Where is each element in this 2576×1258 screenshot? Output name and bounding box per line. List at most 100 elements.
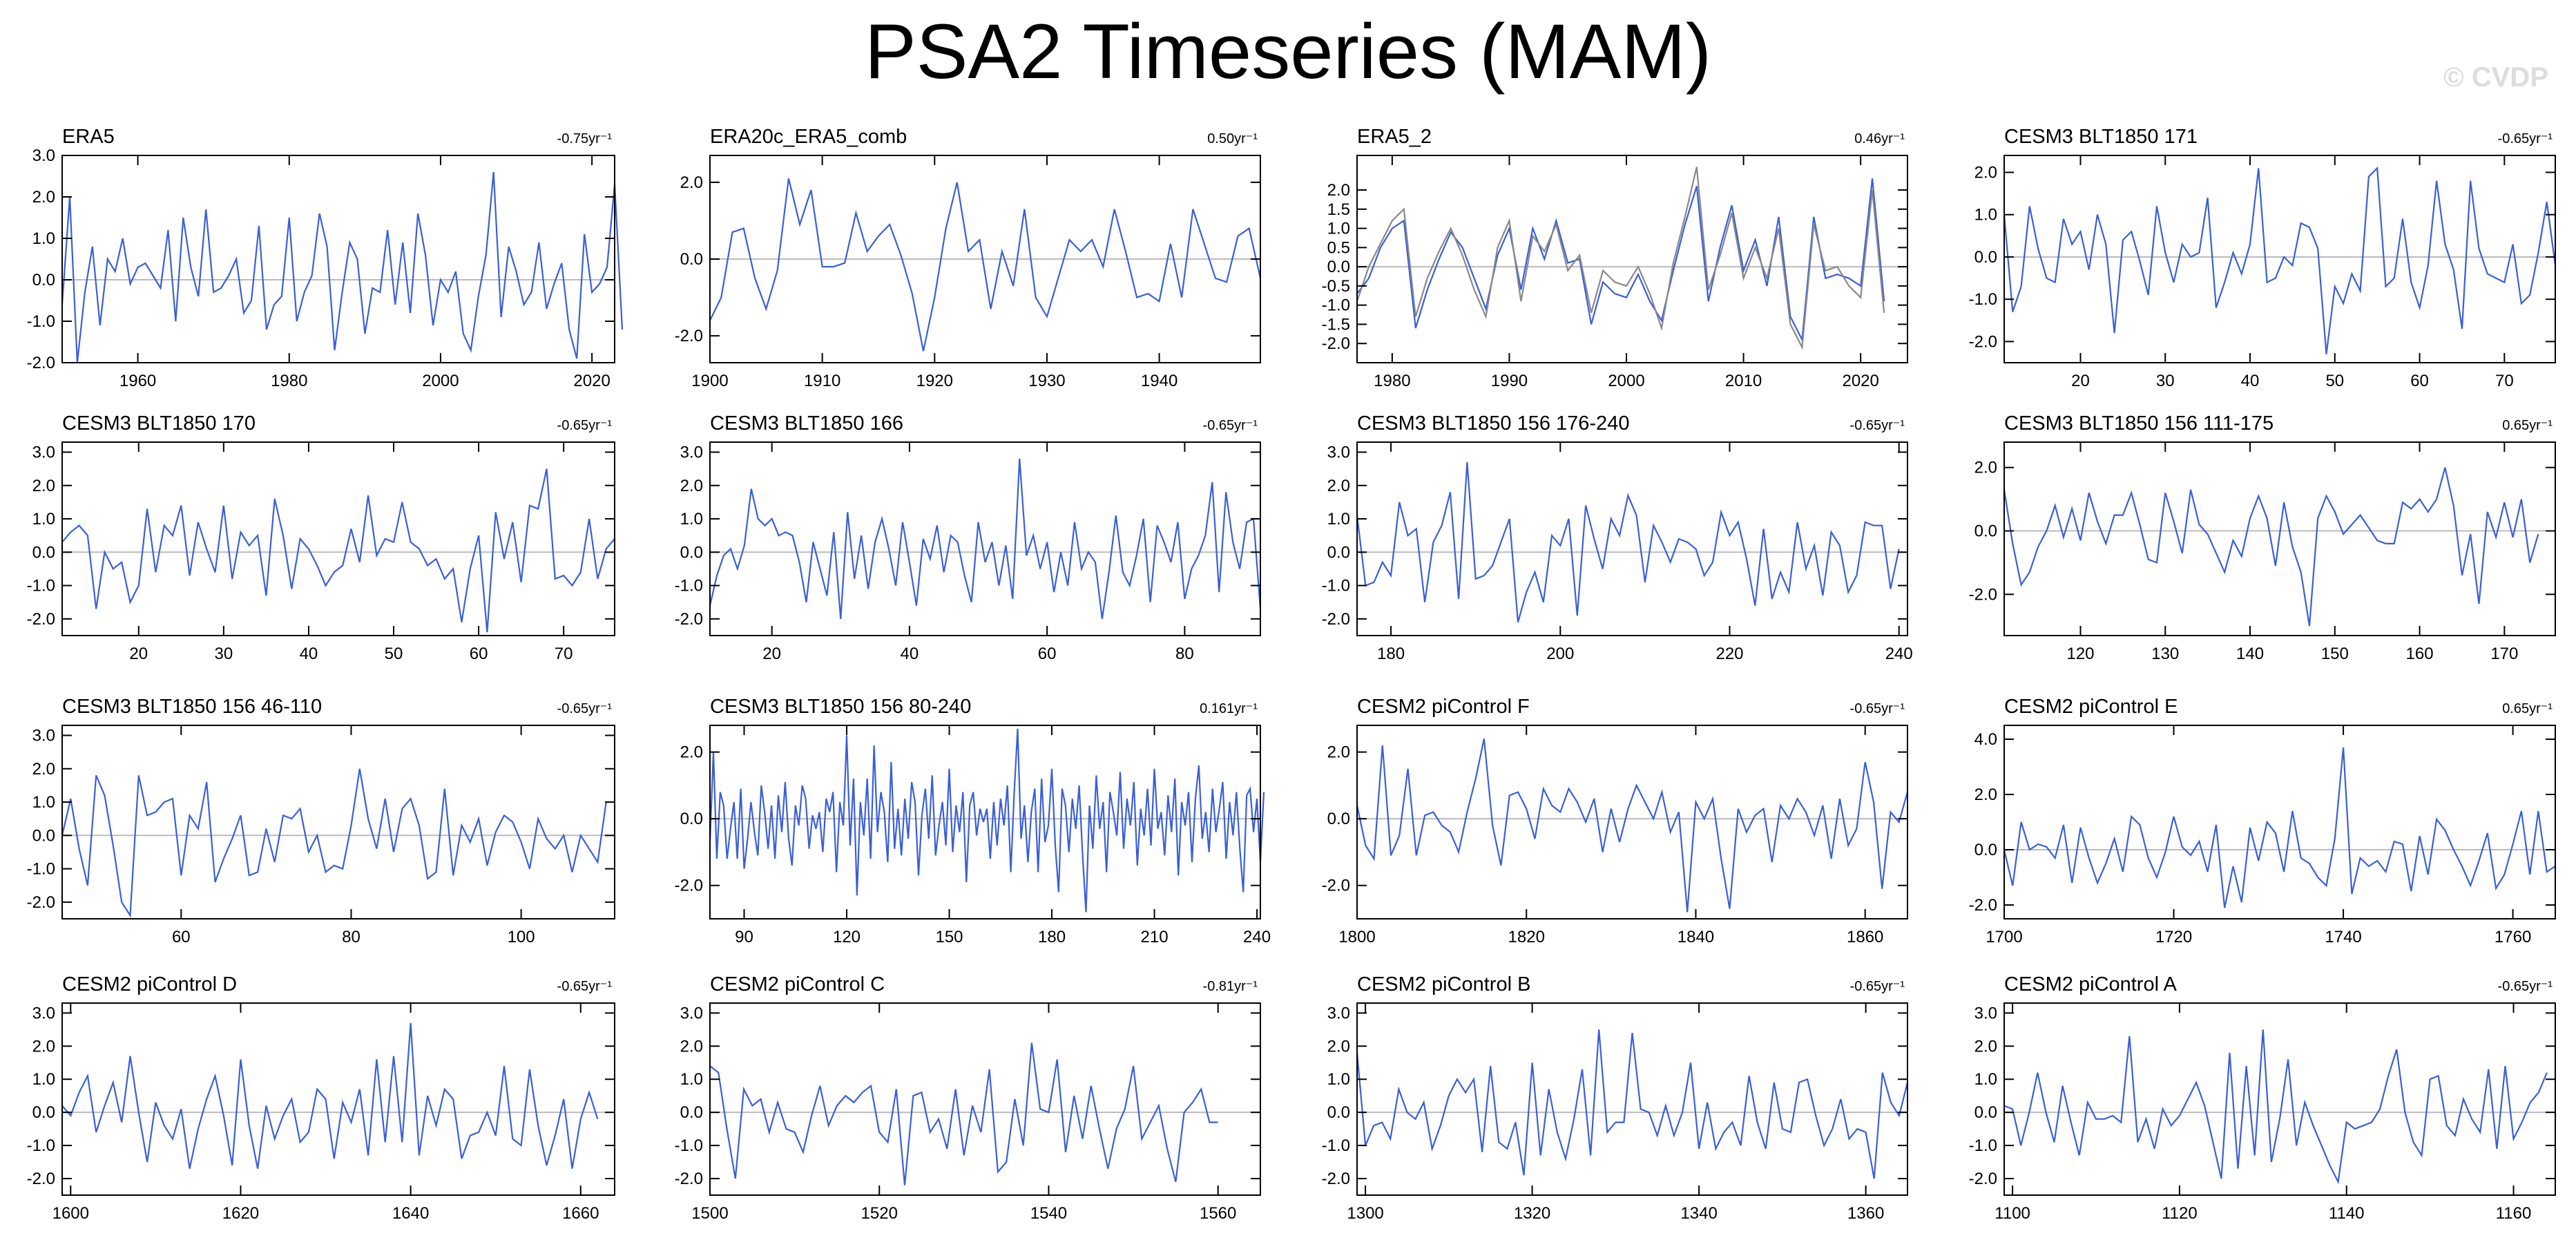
x-tick-label: 60 [1038,645,1057,663]
x-tick-label: 150 [2321,645,2349,663]
y-tick-label: -2.0 [1322,334,1350,353]
x-tick-label: 1160 [2496,1204,2532,1223]
y-tick-label: 0.0 [32,826,55,845]
y-tick-label: 3.0 [32,146,55,165]
y-tick-label: -2.0 [1969,1170,1997,1188]
x-tick-label: 2000 [1608,372,1644,390]
y-tick-label: 3.0 [680,1004,703,1022]
chart-panel: 3.0 2.0 1.0 0.0 -1.0 -2.0 1600 1620 1640 1660 CESM… [27,973,615,1223]
y-tick-label: 0.0 [1327,1103,1350,1122]
trend-label: 0.46yr⁻¹ [1854,131,1905,146]
trend-label: -0.81yr⁻¹ [1203,979,1258,994]
series-line [709,459,1262,620]
y-tick-label: 0.0 [1974,1103,1997,1122]
y-tick-label: -2.0 [27,893,55,912]
y-tick-label: 1.0 [1327,1070,1350,1089]
y-tick-label: -0.5 [1322,277,1350,296]
y-tick-label: 2.0 [1327,743,1350,762]
y-tick-label: 1.0 [1327,510,1350,528]
x-tick-label: 2020 [573,372,610,390]
y-tick-label: -1.5 [1322,315,1350,334]
y-tick-label: 0.0 [680,810,703,828]
x-tick-label: 1900 [691,372,728,390]
panel-title: CESM3 BLT1850 156 80-240 [710,696,971,718]
trend-label: -0.65yr⁻¹ [557,418,613,433]
chart-panel: 3.0 2.0 1.0 0.0 -1.0 -2.0 1300 1320 1340 1360 CESM… [1322,973,1909,1223]
x-tick-label: 1500 [691,1204,728,1223]
y-tick-label: 3.0 [1974,1004,1997,1022]
panel-title: CESM3 BLT1850 171 [2004,126,2198,148]
chart-panel: 3.0 2.0 1.0 0.0 -1.0 -2.0 1960 1980 2000 2020 ERA5… [27,126,624,390]
chart-panel: 4.0 2.0 0.0 -2.0 1700 1720 1740 1760 CESM2 piCon… [1969,696,2556,946]
y-tick-label: 4.0 [1974,730,1997,749]
x-tick-label: 170 [2490,645,2518,663]
x-tick-label: 30 [214,645,233,663]
x-tick-label: 20 [762,645,781,663]
series-line [61,768,607,918]
y-tick-label: 2.0 [680,173,703,192]
x-tick-label: 200 [1546,645,1574,663]
x-tick-label: 1910 [804,372,840,390]
y-tick-label: -2.0 [1322,1170,1350,1188]
plot-frame [709,1002,1261,1196]
y-tick-label: -1.0 [27,860,55,879]
series-line [61,468,615,633]
y-tick-label: 3.0 [32,726,55,745]
y-tick-label: -1.0 [1969,1136,1997,1155]
y-tick-label: 2.0 [32,760,55,779]
y-tick-label: 2.0 [680,743,703,762]
y-tick-label: 0.0 [32,271,55,289]
x-tick-label: 40 [2241,372,2260,390]
y-tick-label: 1.0 [32,510,55,528]
chart-panel: 3.0 2.0 1.0 0.0 -1.0 -2.0 1500 1520 1540 1560 CESM… [675,973,1261,1223]
chart-panel: 2.01.51.00.50.0-0.5-1.0-1.5-2.0 1980 1990 2… [1322,126,1908,390]
x-tick-label: 2010 [1725,372,1762,390]
series-line [1356,1029,1909,1179]
y-tick-label: 2.0 [1974,459,1997,477]
x-tick-label: 1560 [1200,1204,1236,1223]
y-tick-label: -2.0 [675,610,703,629]
y-tick-label: -2.0 [27,610,55,629]
chart-panel: 3.0 2.0 1.0 0.0 -1.0 -2.0 60 80 100 CESM3 BLT1850… [27,696,615,946]
y-tick-label: 0.0 [1327,543,1350,562]
trend-label: -0.65yr⁻¹ [557,979,613,994]
x-tick-label: 1720 [2155,928,2192,946]
plot-frame [709,725,1261,919]
x-tick-label: 220 [1715,645,1743,663]
panel-title: ERA20c_ERA5_comb [710,126,907,148]
plot-frame [2003,725,2556,919]
panel-title: ERA5 [62,126,115,148]
chart-panel: 2.0 0.0 -2.0 1900 1910 1920 1930 1940 ERA20c_ERA… [675,126,1262,390]
chart-panel: 2.0 0.0 -2.0 120 130 140 150 160 170 CESM3 BLT185… [1969,412,2556,663]
y-tick-label: 3.0 [1327,1004,1350,1022]
y-tick-label: 1.0 [680,1070,703,1089]
y-tick-label: 0.0 [1974,522,1997,541]
plot-frame [61,1002,615,1196]
series-line [61,171,624,363]
series-line [709,178,1262,352]
page-title: PSA2 Timeseries (MAM) [865,8,1711,95]
trend-label: -0.65yr⁻¹ [1850,701,1905,716]
trend-label: -0.65yr⁻¹ [1203,418,1258,433]
y-tick-label: -2.0 [1322,610,1350,629]
x-tick-label: 180 [1377,645,1405,663]
x-tick-label: 30 [2156,372,2175,390]
trend-label: -0.75yr⁻¹ [557,131,613,146]
plot-frame [61,155,615,363]
watermark: © CVDP [2443,62,2548,93]
x-tick-label: 120 [2066,645,2094,663]
x-tick-label: 1760 [2495,928,2531,946]
x-tick-label: 120 [833,928,861,946]
x-tick-label: 1700 [1986,928,2022,946]
y-tick-label: -2.0 [27,354,55,372]
y-tick-label: 1.0 [1974,206,1997,225]
x-tick-label: 1980 [271,372,307,390]
plot-frame [1356,1002,1908,1196]
x-tick-label: 50 [2325,372,2344,390]
trend-label: -0.65yr⁻¹ [2498,131,2553,146]
chart-panel: 3.0 2.0 1.0 0.0 -1.0 -2.0 180 200 220 240 CESM3 BL… [1322,412,1913,663]
x-tick-label: 20 [129,645,148,663]
x-tick-label: 60 [470,645,488,663]
y-tick-label: 1.0 [1974,1070,1997,1089]
